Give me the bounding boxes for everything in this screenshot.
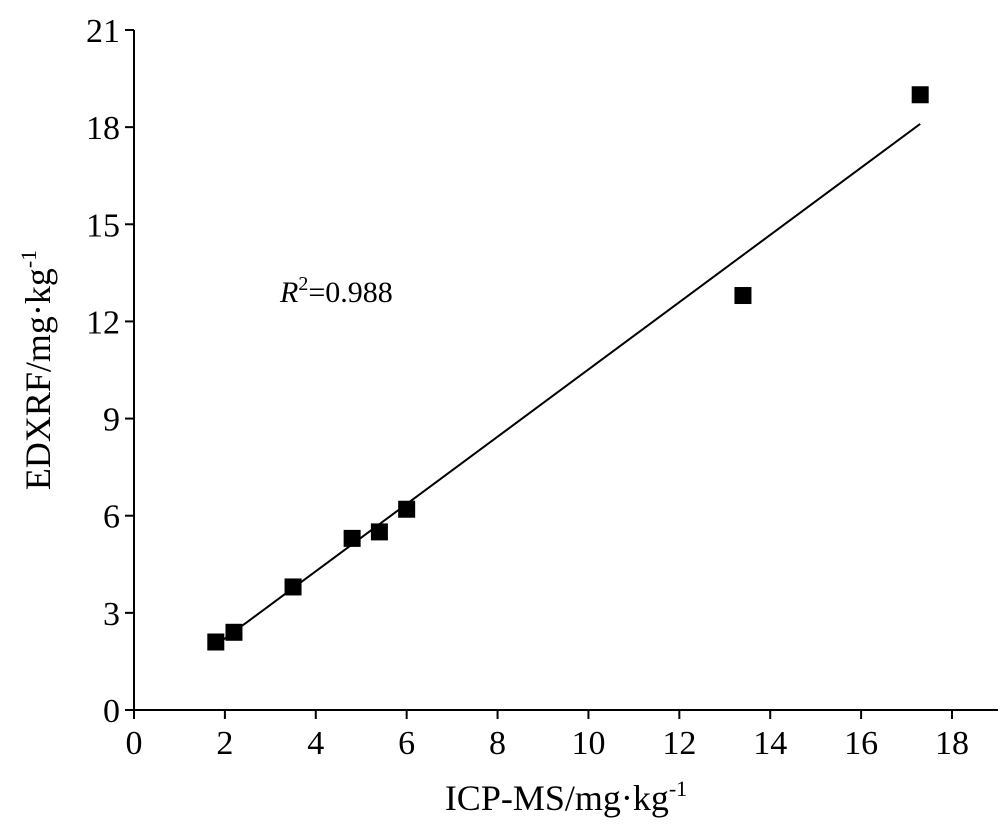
x-tick-label: 6 — [398, 725, 415, 762]
r-squared-superscript: 2 — [298, 273, 308, 295]
data-point — [225, 623, 243, 641]
data-point — [284, 578, 302, 596]
y-tick-label: 3 — [103, 596, 120, 633]
y-axis-title-text: EDXRF/mg·kg — [18, 268, 58, 490]
y-tick-label: 6 — [103, 499, 120, 536]
data-point — [207, 633, 225, 651]
x-tick-label: 10 — [571, 725, 605, 762]
r-squared-variable: R — [279, 276, 298, 309]
x-tick-label: 14 — [753, 725, 787, 762]
data-point — [734, 287, 752, 305]
r-squared-annotation: R2=0.988 — [279, 273, 393, 309]
data-point — [911, 86, 929, 104]
x-tick-label: 12 — [662, 725, 696, 762]
points-layer — [207, 86, 929, 651]
ticks-layer: 0 2 4 6 8 10 12 14 16 18 0 3 6 9 12 15 18 21 — [86, 13, 969, 762]
x-tick-label: 4 — [307, 725, 324, 762]
regression-line — [215, 123, 921, 647]
y-tick-label: 21 — [86, 13, 120, 50]
r-squared-value: =0.988 — [308, 276, 392, 309]
y-tick-label: 18 — [86, 110, 120, 147]
x-tick-label: 0 — [126, 725, 143, 762]
y-axis-title: EDXRF/mg·kg-1 — [16, 250, 58, 490]
y-tick-label: 0 — [103, 693, 120, 730]
y-axis-title-superscript: -1 — [16, 250, 41, 268]
x-tick-label: 2 — [216, 725, 233, 762]
y-tick-label: 9 — [103, 402, 120, 439]
data-point — [343, 529, 361, 547]
x-tick-label: 8 — [489, 725, 506, 762]
x-tick-label: 18 — [935, 725, 969, 762]
y-tick-label: 15 — [86, 207, 120, 244]
data-point — [370, 523, 388, 541]
y-tick-label: 12 — [86, 304, 120, 341]
x-axis-title: ICP-MS/mg·kg-1 — [445, 776, 687, 818]
x-axis-title-superscript: -1 — [669, 776, 687, 801]
data-point — [398, 500, 416, 518]
x-axis-title-text: ICP-MS/mg·kg — [445, 778, 669, 818]
x-tick-label: 16 — [844, 725, 878, 762]
